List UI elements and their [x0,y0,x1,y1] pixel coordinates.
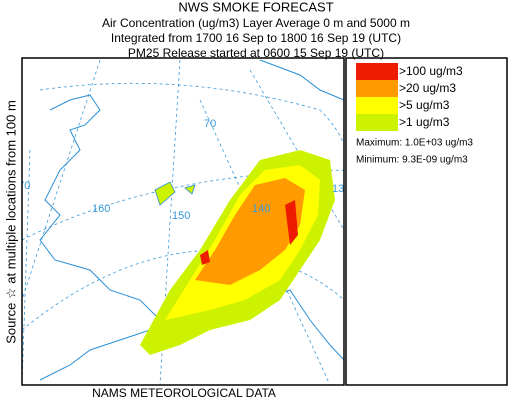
grid-label: 170 [12,180,30,192]
title: NWS SMOKE FORECAST [178,0,333,14]
maximum: Maximum: 1.0E+03 ug/m3 [356,138,473,149]
legend-label: >5 ug/m3 [399,98,450,112]
coastline [259,59,344,101]
smoke-area-20 [195,178,305,285]
subtitle-line: Integrated from 1700 16 Sep to 1800 16 S… [111,31,401,45]
legend: >100 ug/m3 >20 ug/m3 >5 ug/m3 >1 ug/m3 [356,63,463,131]
grid-label: 160 [92,203,110,215]
grid-line [22,59,101,301]
legend-swatch [356,80,398,97]
subtitle-line: PM25 Release started at 0600 15 Sep 19 (… [128,46,384,60]
coastline [39,94,161,381]
source-label: Source ☆ at multiple locations from 100 … [3,100,18,344]
legend-swatch [356,114,398,131]
legend-swatch [356,97,398,114]
map-frame [21,57,345,386]
legend-frame [345,57,508,386]
legend-swatch [356,63,398,80]
grid-label: 70 [204,118,216,130]
grid-label: 150 [172,210,190,222]
footer: NAMS METEOROLOGICAL DATA [92,386,276,400]
grid-line [249,69,344,231]
smoke-area-100 [200,200,298,265]
grid-label: 140 [252,203,270,215]
legend-label: >100 ug/m3 [399,64,463,78]
grid-line [39,82,344,190]
map: 170 160 150 140 130 70 [12,59,350,385]
island [154,181,196,206]
grid-label: 130 [332,183,350,195]
minimum: Minimum: 9.3E-09 ug/m3 [356,155,468,166]
legend-label: >20 ug/m3 [399,81,456,95]
legend-label: >1 ug/m3 [399,115,450,129]
subtitle-line: Air Concentration (ug/m3) Layer Average … [102,16,410,30]
